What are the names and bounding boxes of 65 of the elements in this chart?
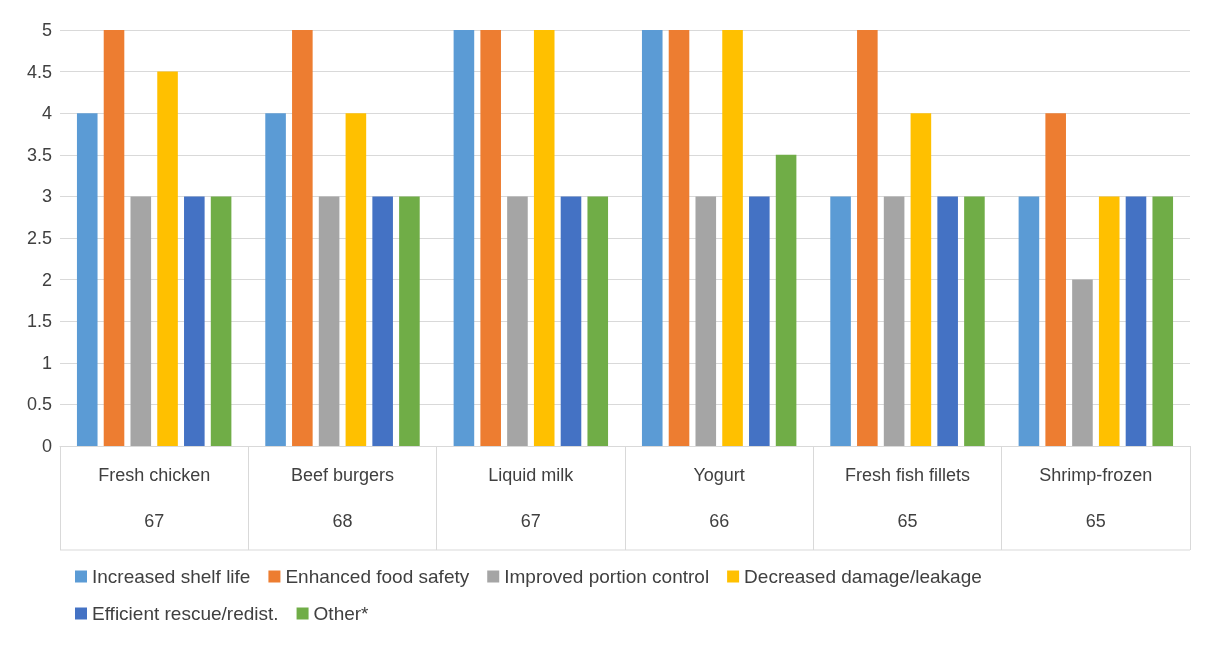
bar xyxy=(292,30,313,446)
text: 67 xyxy=(144,511,165,531)
legend-label: Increased shelf life xyxy=(92,566,251,587)
x-tick-label: Liquid milk xyxy=(488,465,575,485)
bar xyxy=(668,30,690,446)
text: 65 xyxy=(897,511,918,531)
y-tick-label: 3 xyxy=(41,186,52,207)
bar xyxy=(937,196,958,446)
x-tick-label: Fresh fish fillets xyxy=(844,465,971,485)
bar xyxy=(318,196,340,446)
bar xyxy=(749,196,770,446)
y-tick-label: 3.5 xyxy=(26,144,52,165)
bar xyxy=(1045,113,1066,446)
y-tick-label: 2.5 xyxy=(26,228,52,248)
bar xyxy=(130,196,152,446)
bar xyxy=(184,196,205,446)
legend-label: Improved portion control xyxy=(504,566,710,587)
y-tick-label: 1.5 xyxy=(26,311,52,332)
bar xyxy=(210,196,232,446)
y-tick-label: 5 xyxy=(41,20,52,40)
legend-label: Enhanced food safety xyxy=(285,566,470,587)
bar xyxy=(345,113,367,446)
bar xyxy=(1072,279,1093,446)
legend-label: Other* xyxy=(313,603,370,624)
x-tick-label: Beef burgers xyxy=(290,465,395,485)
bar xyxy=(1125,196,1147,446)
bar xyxy=(480,30,501,446)
x-tick-label: Fresh chicken xyxy=(98,465,211,485)
text: 67 xyxy=(520,511,541,531)
bar xyxy=(775,154,797,446)
text: 68 xyxy=(332,511,353,531)
y-tick-label: 4 xyxy=(41,103,52,124)
bar xyxy=(560,196,582,446)
bar xyxy=(372,196,393,446)
bar xyxy=(857,30,878,446)
bar xyxy=(76,113,98,446)
bar xyxy=(722,30,743,446)
legend-label: Efficient rescue/redist. xyxy=(92,603,279,624)
y-tick-label: 1 xyxy=(41,352,52,373)
bar xyxy=(641,30,663,446)
x-tick-label: Shrimp-frozen xyxy=(1039,465,1153,485)
bar xyxy=(1098,196,1120,446)
bar xyxy=(883,196,905,446)
bar xyxy=(453,30,475,446)
y-tick-label: 0.5 xyxy=(26,394,52,415)
bar xyxy=(587,196,609,446)
text: 65 xyxy=(1085,511,1106,531)
bar xyxy=(1152,196,1174,446)
bar xyxy=(964,196,985,446)
bar xyxy=(157,71,178,446)
y-tick-label: 4.5 xyxy=(26,61,52,82)
bar xyxy=(1018,196,1040,446)
bar xyxy=(830,196,851,446)
text: 66 xyxy=(709,511,730,531)
bar xyxy=(507,196,528,446)
bar xyxy=(910,113,932,446)
legend-label: Decreased damage/leakage xyxy=(744,566,982,587)
bar xyxy=(265,113,286,446)
bar xyxy=(399,196,420,446)
x-tick-label: Yogurt xyxy=(693,465,745,485)
bar xyxy=(103,30,125,446)
bar xyxy=(695,196,717,446)
bar xyxy=(533,30,555,446)
y-tick-label: 0 xyxy=(41,436,52,456)
y-tick-label: 2 xyxy=(41,269,52,290)
